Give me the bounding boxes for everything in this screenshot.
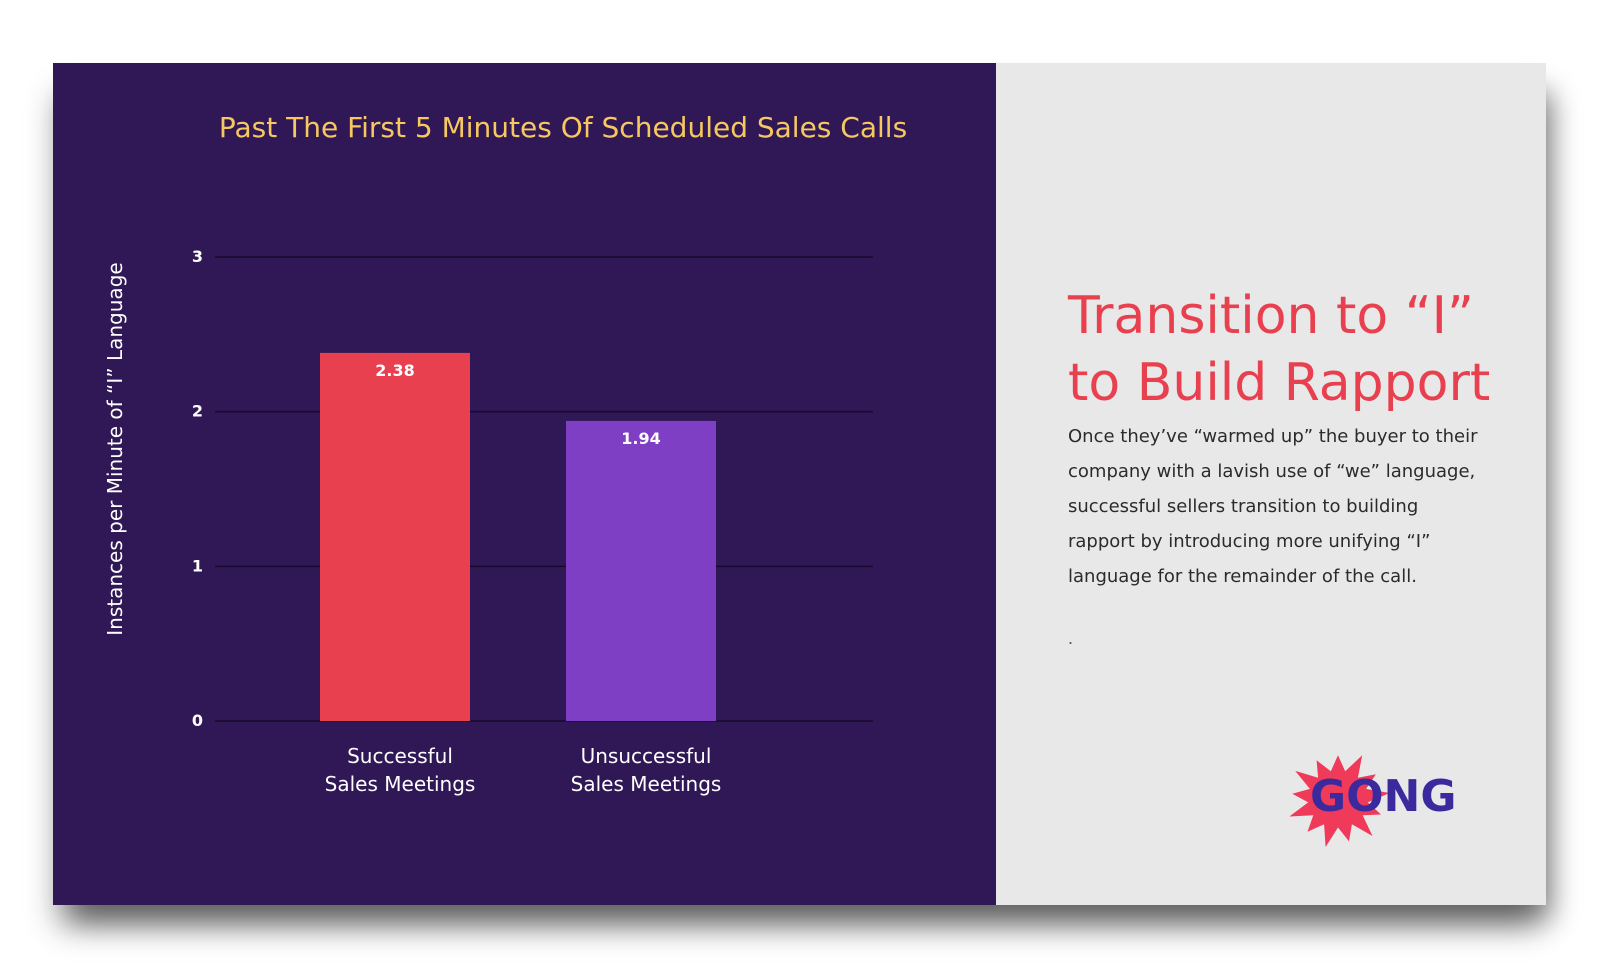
headline-line-2: to Build Rapport bbox=[1068, 353, 1491, 413]
data-label: 2.38 bbox=[375, 361, 414, 380]
headline-line-1: Transition to “I” bbox=[1068, 286, 1474, 346]
logo-text: GONG bbox=[1310, 771, 1454, 822]
x-tick-label: Successful bbox=[347, 744, 453, 768]
headline: Transition to “I” to Build Rapport bbox=[1068, 283, 1528, 417]
x-tick-label: Sales Meetings bbox=[571, 772, 722, 796]
y-tick-label: 1 bbox=[192, 556, 203, 575]
y-tick-label: 2 bbox=[192, 402, 203, 421]
bar bbox=[566, 420, 716, 721]
slide: Past The First 5 Minutes Of Scheduled Sa… bbox=[53, 63, 1546, 905]
data-label: 1.94 bbox=[621, 429, 660, 448]
bar bbox=[320, 352, 470, 721]
text-panel: Transition to “I” to Build Rapport Once … bbox=[996, 63, 1546, 905]
y-tick-label: 0 bbox=[192, 711, 203, 730]
footnote: . bbox=[1068, 628, 1074, 648]
x-tick-label: Unsuccessful bbox=[581, 744, 712, 768]
chart-panel: Past The First 5 Minutes Of Scheduled Sa… bbox=[53, 63, 996, 905]
y-tick-label: 3 bbox=[192, 247, 203, 266]
body-text: Once they’ve “warmed up” the buyer to th… bbox=[1068, 426, 1478, 587]
chart-title: Past The First 5 Minutes Of Scheduled Sa… bbox=[218, 111, 908, 144]
x-tick-label: Sales Meetings bbox=[325, 772, 476, 796]
gong-logo: GONG bbox=[1289, 755, 1454, 847]
bar-chart: 0 1 2 3 2.38 Successful Sales Meetings 1.94 Unsu… bbox=[192, 247, 873, 796]
logo-burst bbox=[1289, 755, 1390, 847]
